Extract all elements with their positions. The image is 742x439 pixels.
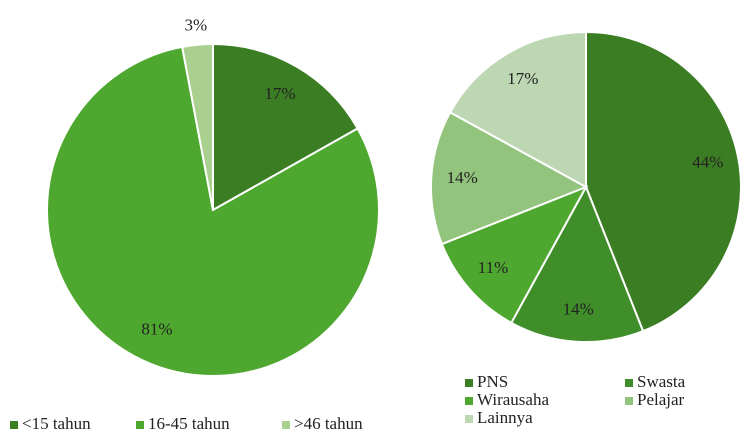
pie-slice [430, 110, 589, 246]
legend-swatch [10, 421, 18, 429]
legend-label: PNS [477, 372, 508, 391]
data-label: 44% [692, 153, 723, 172]
legend-label: Swasta [637, 372, 686, 391]
legend-swatch [465, 397, 473, 405]
data-label: 81% [141, 319, 172, 338]
legend-swatch [282, 421, 290, 429]
data-label: 14% [563, 300, 594, 319]
pie-slice [46, 45, 380, 377]
data-label: 14% [447, 168, 478, 187]
legend-label: Lainnya [477, 408, 533, 427]
pie-slice [440, 185, 589, 325]
data-label: 3% [185, 16, 208, 35]
legend-swatch [136, 421, 144, 429]
pie-slice [585, 30, 742, 333]
data-label: 17% [264, 84, 295, 103]
legend-label: >46 tahun [294, 414, 363, 433]
pie-slice [509, 184, 645, 343]
data-label: 17% [507, 69, 538, 88]
legend-swatch [465, 379, 473, 387]
pie-slice [212, 42, 359, 212]
pie-slice [448, 30, 587, 189]
data-label: 11% [478, 258, 509, 277]
legend-swatch [465, 415, 473, 423]
legend-label: Pelajar [637, 390, 685, 409]
legend-label: Wirausaha [477, 390, 549, 409]
pie-slice [181, 42, 214, 211]
legend-swatch [625, 397, 633, 405]
legend-swatch [625, 379, 633, 387]
legend-label: <15 tahun [22, 414, 91, 433]
legend-label: 16-45 tahun [148, 414, 230, 433]
